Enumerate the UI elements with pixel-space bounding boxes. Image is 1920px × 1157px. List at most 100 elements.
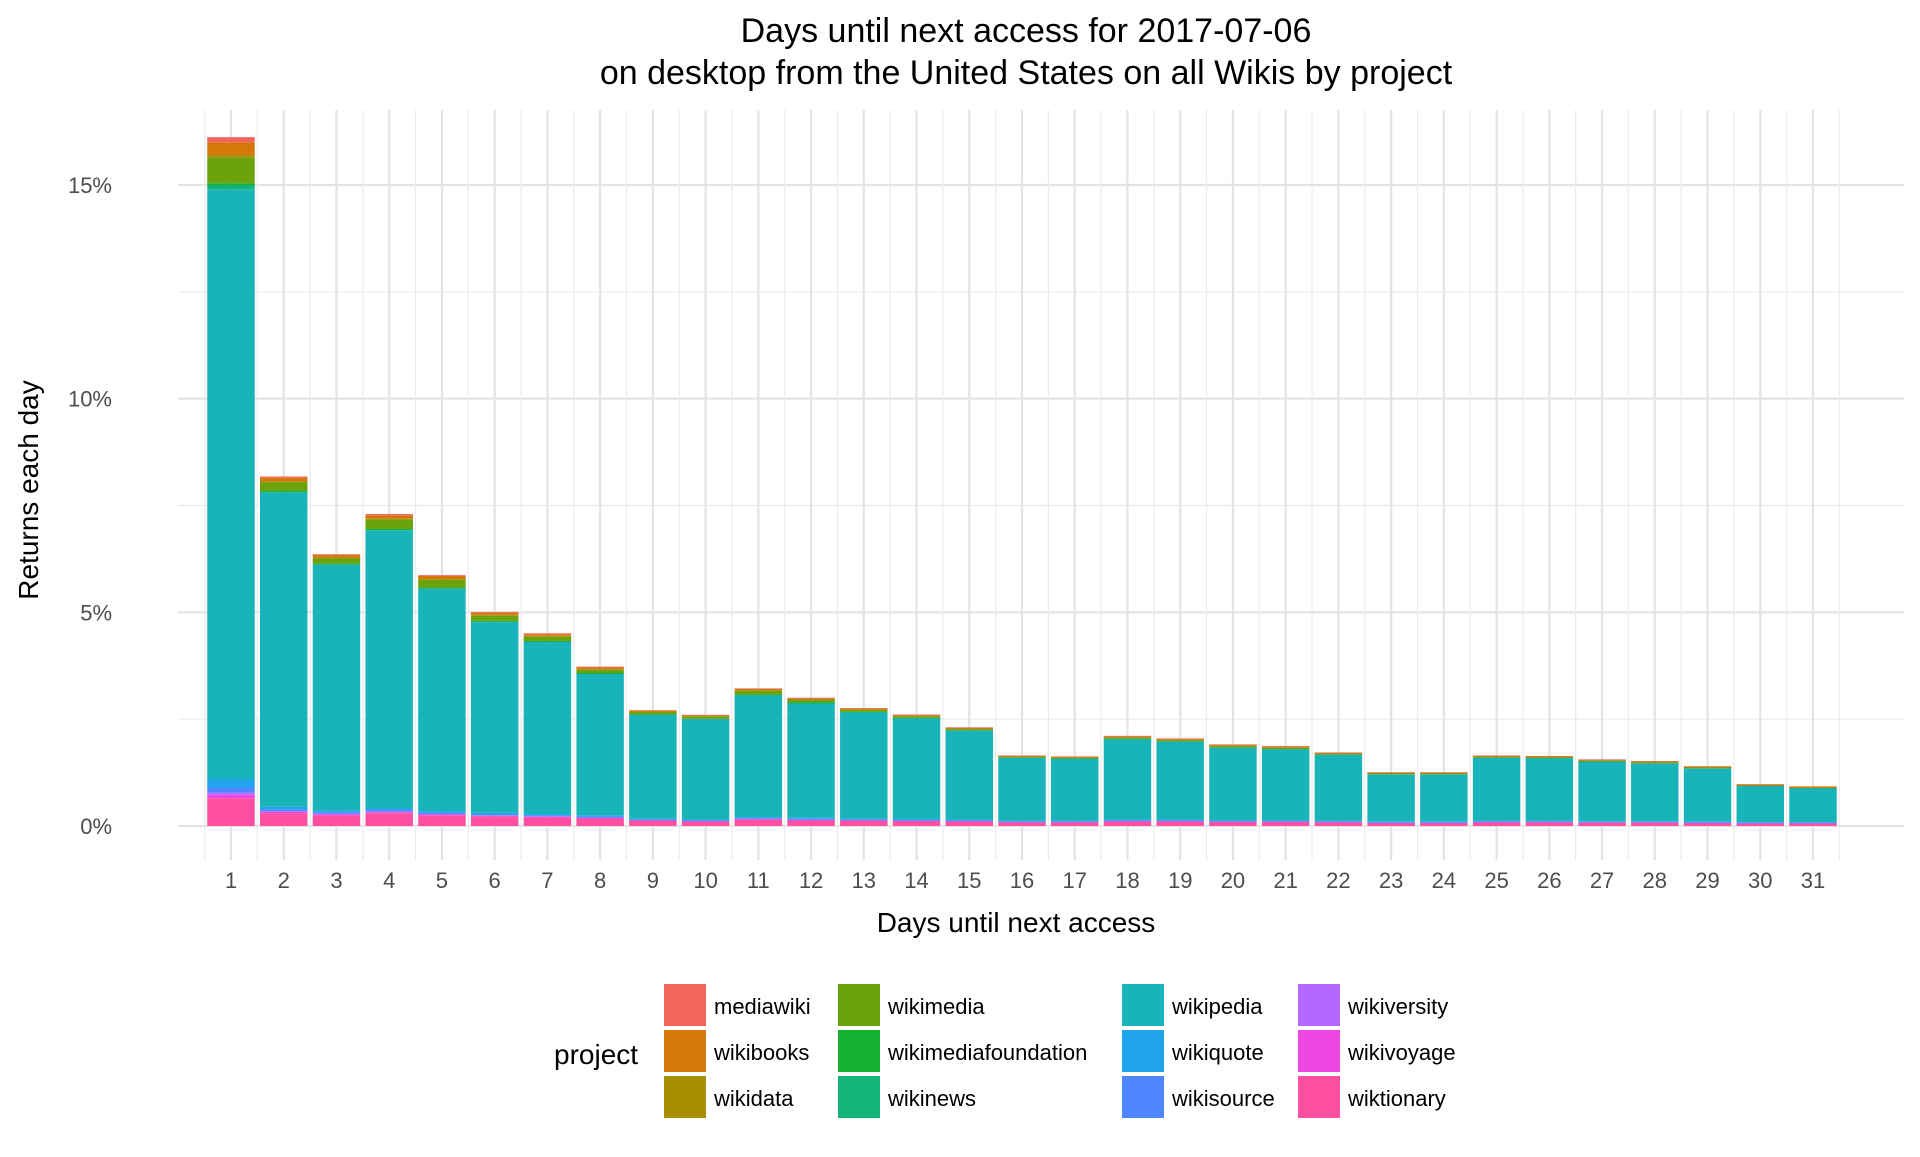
x-tick-label: 23 [1379,868,1403,893]
bar-segment-wikidata [1420,773,1468,774]
bar-segment-wikiquote [523,814,572,816]
bar-segment-wikiversity [1631,822,1679,823]
bar-segment-wikidata [998,756,1046,757]
bar-segment-wikiversity [945,820,993,822]
bar-segment-wikiquote [629,818,677,820]
x-tick-label: 12 [799,868,823,893]
bar-segment-wikibooks [892,714,941,716]
bar-segment-mediawiki [418,575,466,577]
bar-segment-wikimedia [1736,785,1784,786]
bar-segment-wikipedia [787,703,835,818]
bar-segment-mediawiki [734,688,783,689]
bar-segment-wikidata [1209,745,1257,747]
bar-segment-wikibooks [734,688,783,691]
bar-segment-wikipedia [1261,749,1310,821]
bar-segment-mediawiki [470,611,519,613]
bar-segment-wikidata [1789,787,1837,788]
legend-item-wikiquote: wikiquote [1122,1030,1264,1072]
legend-swatch [1122,1030,1164,1072]
legend-item-wikimediafoundation: wikimediafoundation [838,1030,1087,1072]
x-tick-label: 3 [330,868,342,893]
legend-swatch [664,984,706,1026]
bars [207,137,1837,826]
bar-segment-wikinews [1683,768,1732,769]
bar-segment-wikimedia [681,716,730,719]
bar-segment-wiktionary [945,821,993,826]
bar-segment-mediawiki [1631,761,1679,762]
bar-segment-wikiversity [418,814,466,815]
bar-segment-wikibooks [1683,766,1732,768]
plot-background [178,110,1904,860]
bar-segment-wikibooks [1525,756,1574,757]
bar-segment-wikinews [1367,774,1415,775]
bar-segment-wikipedia [1367,774,1415,822]
x-tick-label: 17 [1062,868,1086,893]
bar-segment-wikiversity [1209,821,1257,822]
bar-segment-wikiversity [1525,821,1574,823]
x-tick-label: 30 [1748,868,1772,893]
bar-segment-wikimedia [1525,757,1574,759]
bar-segment-wikibooks [207,142,255,156]
bar-segment-wikimedia [1578,760,1626,762]
bar-segment-wikisource [1578,821,1626,823]
bar-segment-wikiversity [260,811,308,812]
bar-segment-wikivoyage [1367,823,1415,824]
bar-segment-wiktionary [1525,822,1574,826]
bar-segment-wikisource [1103,820,1152,822]
bar-segment-wikiversity [734,818,783,820]
bar-segment-wikinews [998,757,1046,759]
bar-segment-wikimedia [1472,756,1521,758]
bar-segment-wikibooks [1367,772,1415,774]
bar-segment-mediawiki [1525,755,1574,757]
bar-segment-wiktionary [1261,822,1310,826]
bar-segment-wikivoyage [1261,821,1310,823]
bar-segment-wikiversity [1420,822,1468,824]
bar-segment-wiktionary [470,816,519,826]
bar-segment-wikibooks [1103,736,1152,738]
y-axis: 0% 5% 10% 15% [68,173,112,839]
bar-segment-wikiquote [1631,821,1679,822]
x-tick-label: 10 [693,868,717,893]
bar-segment-wikiversity [840,820,888,821]
bar-segment-wikipedia [945,730,993,820]
bar-segment-wikisource [681,820,730,822]
bar-segment-wikipedia [470,622,519,813]
bar-segment-wikidata [312,557,361,559]
bar-segment-wikivoyage [260,811,308,814]
bar-segment-wikipedia [1051,758,1099,821]
bar-segment-wikiquote [576,815,624,817]
x-tick-label: 22 [1326,868,1350,893]
bar-segment-wikiversity [1367,822,1415,824]
legend-label: wiktionary [1347,1086,1446,1111]
bar-segment-wikivoyage [1789,823,1837,825]
bar-segment-wikimedia [207,157,255,184]
bar-segment-wiktionary [1631,823,1679,826]
bar-segment-wikinews [1578,761,1626,763]
bar-segment-wikivoyage [1156,821,1204,822]
bar-segment-wikisource [1472,821,1521,822]
x-tick-label: 5 [436,868,448,893]
bar-segment-wikisource [1314,821,1363,822]
bar-segment-wikiquote [1367,821,1415,823]
bar-segment-wikipedia [1736,786,1784,823]
bar-segment-mediawiki [1209,744,1257,745]
bar-segment-wikivoyage [312,814,361,816]
bar-segment-wikiquote [365,808,413,811]
x-tick-label: 9 [647,868,659,893]
bar-segment-wikidata [734,690,783,691]
bar-segment-wikisource [365,810,413,812]
bar-segment-wiktionary [1420,823,1468,826]
chart-title: Days until next access for 2017-07-06 [741,12,1312,50]
bar-segment-wikivoyage [1683,823,1732,824]
bar-segment-wikidata [1156,739,1204,741]
bar-segment-mediawiki [576,666,624,668]
bar-segment-wikisource [892,820,941,821]
bar-segment-wikiversity [1261,821,1310,822]
bar-segment-wikimedia [1051,757,1099,759]
bar-segment-wikinews [1209,747,1257,748]
y-tick-label: 0% [80,814,112,839]
bar-segment-wiktionary [576,818,624,826]
bar-segment-wikisource [840,819,888,821]
y-tick-label: 10% [68,387,112,412]
bar-segment-wikinews [1314,754,1363,756]
